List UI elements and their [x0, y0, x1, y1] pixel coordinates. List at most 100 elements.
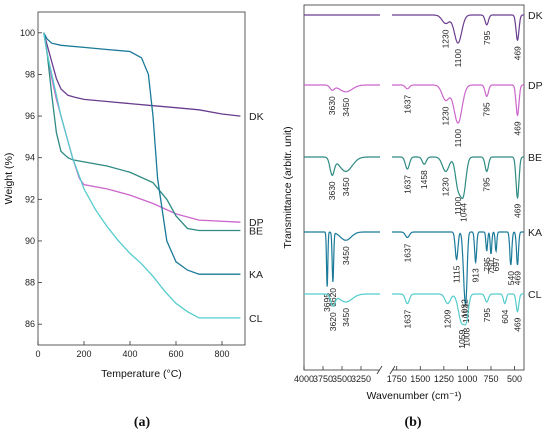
plot-frame — [303, 4, 525, 371]
axis-break-mark — [389, 365, 396, 375]
x-tick-label: 1250 — [434, 374, 454, 384]
peak-label: 3630 — [327, 181, 337, 200]
y-tick-label: 90 — [25, 236, 35, 246]
y-tick-label: 88 — [25, 278, 35, 288]
x-axis-label: Temperature (°C) — [101, 368, 182, 380]
peak-label: 469 — [512, 271, 522, 285]
spectrum-line-ka — [304, 231, 380, 287]
y-tick-label: 94 — [25, 153, 35, 163]
peak-label: 1637 — [402, 95, 412, 114]
series-line-be — [43, 32, 241, 232]
spectrum-line-be — [392, 156, 524, 200]
peak-label: 697 — [491, 257, 501, 271]
peak-label: 795 — [482, 257, 492, 271]
x-tick-label: 500 — [507, 374, 522, 384]
y-tick-label: 100 — [20, 28, 35, 38]
y-axis-label: Transmittance (arbitr. unit) — [282, 126, 294, 248]
spectrum-line-dk — [392, 14, 524, 44]
spectrum-line-dp — [392, 84, 524, 124]
peak-label: 1008 — [462, 328, 472, 347]
peak-label: 3620 — [328, 312, 338, 331]
peak-label: 3450 — [341, 98, 351, 117]
spectrum-line-be — [304, 156, 380, 177]
peak-label: 1100 — [453, 129, 463, 148]
peak-label: 1637 — [402, 175, 412, 194]
peak-label: 1230 — [441, 29, 451, 48]
x-tick-label: 1000 — [457, 374, 477, 384]
tga-chart: 0 200 400 600 800 86 88 90 92 94 96 98 100 Temperatur… — [3, 11, 264, 430]
series-line-dp — [43, 32, 241, 223]
panel-label-a: (a) — [134, 415, 151, 430]
series-label-be: BE — [528, 152, 542, 164]
peak-label: 3450 — [341, 177, 351, 196]
peak-label: 469 — [512, 121, 522, 135]
peak-label: 1100 — [453, 197, 463, 216]
peak-label: 1032 — [459, 299, 469, 318]
axis-break-mark — [376, 365, 383, 375]
peak-label: 3450 — [341, 246, 351, 265]
peak-label: 3630 — [327, 96, 337, 115]
x-tick-label: 800 — [214, 349, 229, 359]
spectrum-line-ka — [392, 231, 524, 305]
x-tick-label: 200 — [76, 349, 91, 359]
x-tick-label: 3250 — [351, 374, 371, 384]
axis-break-gap — [380, 367, 392, 373]
peak-label: 540 — [506, 271, 516, 285]
series-label-cl: CL — [528, 289, 542, 301]
series-label-dp: DP — [528, 80, 543, 92]
panel-label-b: (b) — [404, 415, 421, 430]
series-line-dk — [43, 32, 241, 117]
peak-label: 913 — [471, 268, 481, 282]
peak-label: 1637 — [402, 309, 412, 328]
peak-label: 604 — [500, 309, 510, 323]
peak-label: 3695 — [322, 293, 332, 312]
spectrum-line-cl — [392, 293, 524, 326]
series-label-cl: CL — [249, 313, 263, 325]
peak-label: 795 — [482, 31, 492, 45]
peak-label: 469 — [512, 204, 522, 218]
x-tick-label: 1500 — [410, 374, 430, 384]
peak-label: 1637 — [402, 243, 412, 262]
series-line-ka — [43, 32, 241, 275]
y-tick-label: 96 — [25, 111, 35, 121]
x-axis-label: Wavenumber (cm⁻¹) — [367, 390, 462, 402]
x-tick-label: 3500 — [332, 374, 352, 384]
series-label-dk: DK — [249, 111, 264, 123]
series-label-dk: DK — [528, 10, 543, 22]
x-tick-label: 3750 — [313, 374, 333, 384]
peak-label: 750 — [486, 260, 496, 274]
peak-label: 1100 — [453, 49, 463, 68]
peak-label: 1458 — [419, 170, 429, 189]
series-label-be: BE — [249, 226, 263, 238]
series-label-ka: KA — [528, 227, 542, 239]
y-axis-label: Weight (%) — [3, 153, 15, 205]
peak-label: 1044 — [458, 203, 468, 222]
spectrum-line-cl — [304, 293, 380, 307]
peak-label: 795 — [482, 177, 492, 191]
x-tick-label: 1750 — [387, 374, 407, 384]
peak-label: 795 — [482, 308, 492, 322]
x-tick-label: 400 — [122, 349, 137, 359]
y-tick-label: 92 — [25, 194, 35, 204]
x-tick-label: 750 — [483, 374, 498, 384]
peak-label: 1209 — [443, 309, 453, 328]
x-tick-label: 0 — [35, 349, 40, 359]
peak-label: 1230 — [441, 177, 451, 196]
peak-label: 1059 — [457, 330, 467, 349]
spectrum-line-dp — [304, 84, 380, 93]
peak-label: 469 — [512, 317, 522, 331]
series-label-dp: DP — [249, 217, 264, 229]
peak-label: 469 — [512, 46, 522, 60]
y-tick-label: 98 — [25, 69, 35, 79]
peak-label: 1013 — [461, 304, 471, 323]
peak-label: 3620 — [328, 288, 338, 307]
series-line-cl — [43, 32, 241, 319]
x-tick-label: 600 — [168, 349, 183, 359]
peak-label: 3450 — [341, 308, 351, 327]
peak-label: 1115 — [452, 265, 462, 283]
peak-label: 1230 — [441, 106, 451, 125]
y-tick-label: 86 — [25, 319, 35, 329]
peak-label: 795 — [482, 102, 492, 116]
